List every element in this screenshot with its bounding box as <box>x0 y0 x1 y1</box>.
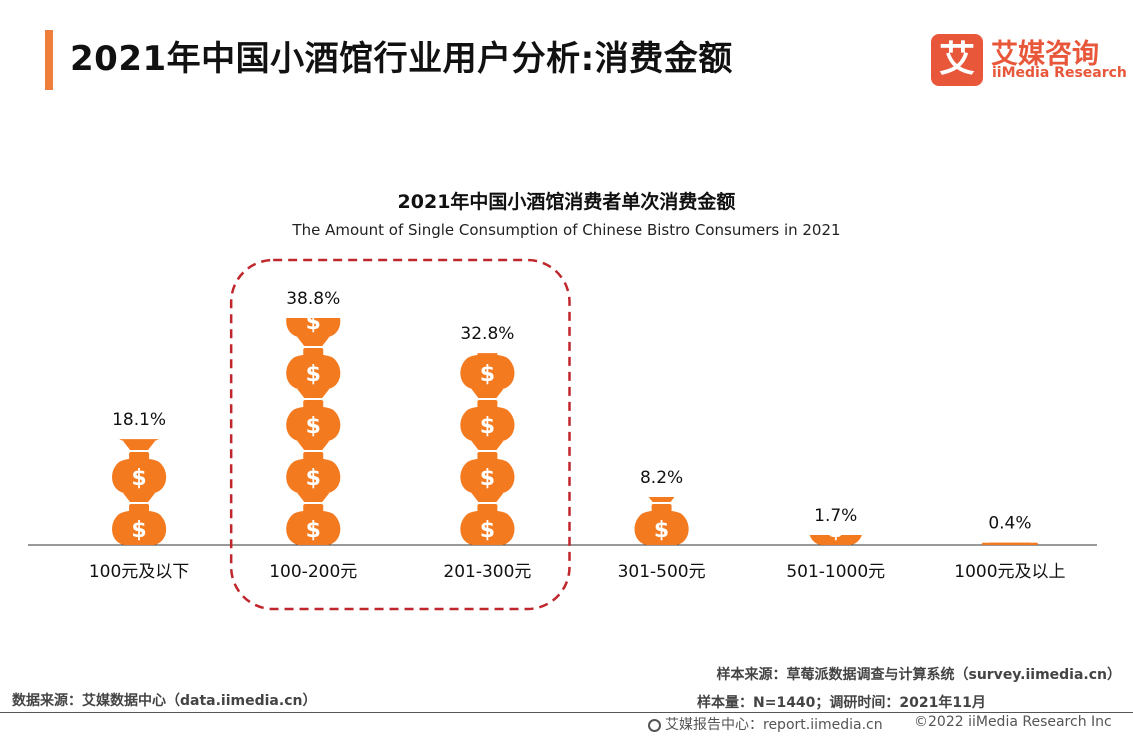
bar-100-200元 <box>286 318 341 545</box>
data-label: 1.7% <box>814 506 857 526</box>
money-bag-icon <box>809 441 863 493</box>
x-tick-label: 100元及以下 <box>89 562 189 582</box>
x-tick-label: 501-1000元 <box>786 562 885 582</box>
title-accent-bar <box>45 30 53 90</box>
globe-icon <box>648 719 661 732</box>
data-label: 8.2% <box>640 468 683 488</box>
report-center-text: 艾媒报告中心：report.iimedia.cn <box>665 717 883 733</box>
sample-size-note: 样本量：N=1440；调研时间：2021年11月 <box>697 695 986 711</box>
highlight-box <box>229 258 571 611</box>
data-label: 18.1% <box>112 410 166 430</box>
money-bag-icon <box>460 441 515 493</box>
page-title: 2021年中国小酒馆行业用户分析:消费金额 <box>70 39 733 79</box>
money-bag-icon <box>286 337 341 389</box>
x-tick-label: 100-200元 <box>269 562 357 582</box>
money-bag-icon <box>634 497 689 545</box>
money-bag-icon <box>460 353 515 389</box>
money-bag-icon <box>983 441 1037 493</box>
bar-sliver <box>981 542 1038 545</box>
sample-source-note: 样本来源：草莓派数据调查与计算系统（survey.iimedia.cn） <box>716 667 1121 683</box>
bar-1000元及以上 <box>981 441 1038 545</box>
brand-badge-icon: 艾 <box>931 34 983 86</box>
copyright-note: ©2022 iiMedia Research Inc <box>914 714 1112 730</box>
data-label: 38.8% <box>286 289 340 309</box>
money-bag-icon <box>112 493 167 545</box>
money-bag-icon <box>460 389 515 441</box>
brand-name-en: iiMedia Research <box>992 65 1127 81</box>
bar-301-500元 <box>634 497 689 545</box>
money-bag-icon <box>286 493 341 545</box>
x-tick-label: 201-300元 <box>443 562 531 582</box>
money-bag-icon <box>112 337 166 389</box>
money-bag-icon <box>286 389 341 441</box>
x-tick-label: 301-500元 <box>618 562 706 582</box>
bar-501-1000元 <box>808 441 863 545</box>
report-center-link[interactable]: 艾媒报告中心：report.iimedia.cn <box>648 714 883 734</box>
bar-100元及以下 <box>112 337 167 545</box>
data-source-note: 数据来源：艾媒数据中心（data.iimedia.cn） <box>12 693 317 709</box>
brand-name-cn: 艾媒咨询 <box>991 39 1099 70</box>
chart-title: 2021年中国小酒馆消费者单次消费金额 <box>397 191 736 213</box>
chart-subtitle: The Amount of Single Consumption of Chin… <box>292 221 841 239</box>
data-label: 32.8% <box>460 324 514 344</box>
footer-divider <box>0 712 1133 713</box>
money-bag-icon <box>112 441 167 493</box>
x-tick-label: 1000元及以上 <box>954 562 1065 582</box>
money-bag-icon <box>460 493 515 545</box>
money-bag-icon <box>286 441 341 493</box>
brand-logo: 艾 艾媒咨询 iiMedia Research <box>931 34 1127 86</box>
data-label: 0.4% <box>988 514 1031 534</box>
